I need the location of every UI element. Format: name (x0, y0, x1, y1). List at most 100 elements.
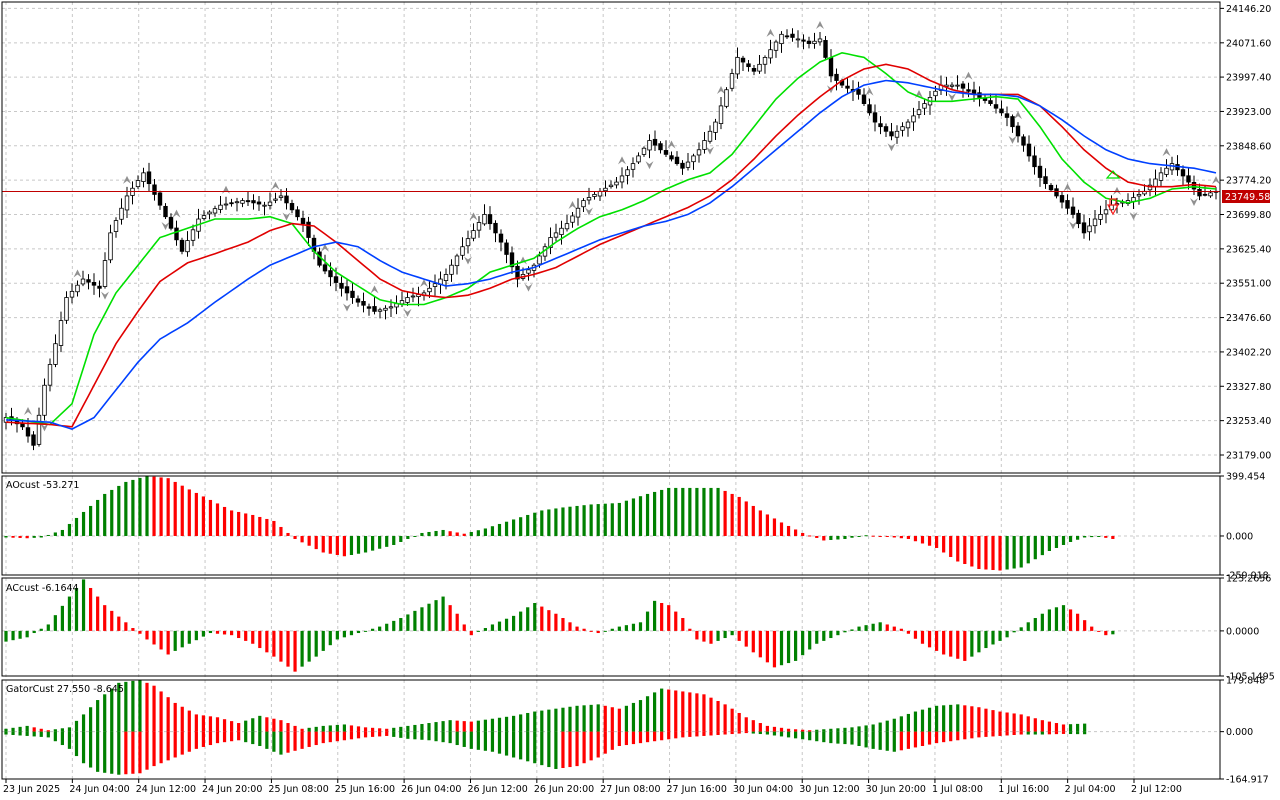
gator-upper-bar[interactable] (801, 729, 805, 732)
gator-lower-bar[interactable] (1005, 731, 1009, 736)
ac-bar[interactable] (349, 630, 354, 636)
ao-bar[interactable] (356, 535, 361, 554)
gator-upper-bar[interactable] (638, 700, 643, 732)
gator-lower-bar[interactable] (230, 731, 234, 742)
candle[interactable] (366, 303, 372, 316)
ac-bar[interactable] (568, 622, 572, 631)
gator-lower-bar[interactable] (645, 731, 650, 743)
candle[interactable] (113, 217, 119, 238)
gator-lower-bar[interactable] (892, 731, 896, 752)
ac-bar[interactable] (448, 605, 452, 631)
gator-lower-bar[interactable] (547, 731, 551, 768)
candle[interactable] (179, 237, 185, 255)
ao-bar[interactable] (610, 503, 614, 536)
candle[interactable] (234, 197, 240, 212)
ao-bar[interactable] (363, 535, 368, 553)
ac-bar[interactable] (561, 618, 565, 631)
candle[interactable] (658, 141, 663, 154)
candle[interactable] (889, 123, 894, 141)
ac-bar[interactable] (371, 628, 375, 631)
ac-bar[interactable] (32, 630, 36, 634)
candle[interactable] (867, 98, 872, 116)
gator-lower-bar[interactable] (378, 731, 382, 737)
ao-bar[interactable] (906, 535, 910, 539)
candle[interactable] (1043, 168, 1048, 189)
gator-upper-bar[interactable] (159, 691, 163, 732)
candle[interactable] (69, 283, 75, 304)
gator-upper-bar[interactable] (871, 724, 875, 732)
ao-bar[interactable] (25, 535, 29, 539)
candle[interactable] (1087, 217, 1092, 241)
ac-bar[interactable] (413, 610, 417, 631)
gator-upper-bar[interactable] (145, 682, 149, 732)
ac-bar[interactable] (89, 587, 93, 631)
ac-bar[interactable] (67, 596, 72, 631)
gator-lower-bar[interactable] (751, 731, 755, 734)
gator-lower-bar[interactable] (942, 731, 946, 743)
ao-bar[interactable] (758, 510, 762, 536)
gator-upper-bar[interactable] (18, 726, 22, 732)
gator-lower-bar[interactable] (779, 731, 784, 737)
ao-bar[interactable] (244, 513, 248, 536)
gator-upper-bar[interactable] (434, 722, 438, 732)
gator-upper-bar[interactable] (117, 682, 121, 732)
gator-lower-bar[interactable] (300, 731, 304, 749)
candle[interactable] (1081, 214, 1087, 239)
ao-bar[interactable] (413, 535, 417, 537)
candle[interactable] (383, 305, 388, 320)
gator-upper-bar[interactable] (427, 723, 431, 732)
gator-upper-bar[interactable] (547, 709, 551, 732)
ao-bar[interactable] (927, 535, 932, 546)
ao-bar[interactable] (222, 506, 227, 536)
ao-bar[interactable] (984, 535, 988, 570)
ao-bar[interactable] (1033, 535, 1037, 560)
ao-bar[interactable] (561, 507, 565, 536)
gator-upper-bar[interactable] (230, 721, 234, 732)
gator-upper-bar[interactable] (723, 704, 727, 732)
gator-panel[interactable] (4, 679, 1087, 775)
ao-bar[interactable] (385, 535, 389, 547)
gator-lower-bar[interactable] (349, 731, 354, 740)
gator-lower-bar[interactable] (575, 731, 579, 767)
candle[interactable] (993, 95, 999, 114)
ao-bar[interactable] (596, 504, 600, 536)
price-panel[interactable] (2, 21, 1220, 451)
gator-lower-bar[interactable] (991, 731, 995, 737)
gator-upper-bar[interactable] (187, 710, 191, 732)
gator-upper-bar[interactable] (258, 715, 262, 732)
ac-bar[interactable] (610, 628, 614, 631)
gator-upper-bar[interactable] (582, 705, 586, 732)
ao-bar[interactable] (201, 496, 205, 536)
ao-bar[interactable] (462, 533, 466, 536)
candle[interactable] (916, 101, 922, 119)
candle[interactable] (894, 125, 900, 144)
gator-lower-bar[interactable] (279, 731, 283, 755)
gator-upper-bar[interactable] (984, 708, 988, 732)
gator-upper-bar[interactable] (307, 727, 311, 732)
ac-bar[interactable] (272, 630, 276, 657)
ao-bar[interactable] (4, 535, 8, 538)
gator-upper-bar[interactable] (222, 719, 227, 732)
ao-bar[interactable] (286, 532, 290, 536)
ac-bar[interactable] (843, 630, 847, 633)
ao-bar[interactable] (279, 526, 283, 536)
ao-bar[interactable] (208, 499, 213, 536)
ac-bar[interactable] (779, 630, 784, 666)
candle[interactable] (1098, 205, 1103, 226)
gator-lower-bar[interactable] (25, 731, 29, 736)
ao-bar[interactable] (293, 535, 297, 539)
ac-bar[interactable] (96, 596, 100, 631)
gator-lower-bar[interactable] (159, 731, 163, 764)
ao-bar[interactable] (638, 496, 643, 536)
gator-lower-bar[interactable] (96, 731, 100, 772)
gator-upper-bar[interactable] (998, 711, 1002, 732)
ac-bar[interactable] (547, 610, 551, 631)
candle[interactable] (251, 194, 256, 210)
ao-bar[interactable] (899, 535, 903, 539)
candle[interactable] (564, 214, 570, 232)
candle[interactable] (669, 151, 674, 162)
candle[interactable] (812, 32, 817, 49)
gator-upper-bar[interactable] (737, 712, 741, 732)
ao-bar[interactable] (448, 531, 452, 536)
candle[interactable] (559, 220, 564, 245)
